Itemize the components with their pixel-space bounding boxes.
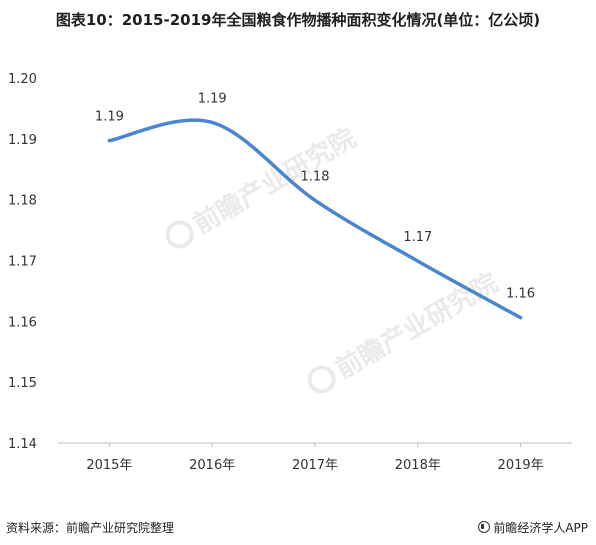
- y-axis: 1.20 1.19 1.18 1.17 1.16 1.15 1.14: [8, 72, 37, 452]
- chart-title: 图表10：2015-2019年全国粮食作物播种面积变化情况(单位：亿公顷): [55, 11, 541, 29]
- source-note: 资料来源：前瞻产业研究院整理: [6, 521, 175, 535]
- x-axis: 2015年 2016年 2017年 2018年 2019年: [58, 442, 572, 473]
- y-tick-label: 1.14: [8, 437, 37, 452]
- data-label: 1.19: [198, 91, 227, 106]
- line-chart: 1.201.191.181.171.161.151.14 2015年 2016年 2…: [8, 72, 572, 473]
- brand-text: 前瞻经济学人APP: [493, 521, 588, 535]
- data-label: 1.17: [403, 230, 432, 245]
- data-label: 1.19: [95, 110, 124, 125]
- brand-logo-icon: [478, 521, 491, 533]
- series: [107, 118, 523, 320]
- x-tick-label: 2015年: [86, 458, 132, 473]
- series-line: [107, 118, 523, 320]
- x-tick-label: 2016年: [189, 458, 235, 473]
- y-tick-label: 1.19: [8, 133, 37, 148]
- y-tick-label: 1.16: [8, 315, 37, 330]
- data-label: 1.16: [506, 287, 535, 302]
- data-labels: 1.19 1.19 1.18 1.17 1.16: [95, 91, 535, 301]
- y-tick-label: 1.18: [8, 194, 37, 209]
- y-tick-label: 1.20: [8, 72, 37, 87]
- x-tick-label: 2018年: [395, 458, 441, 473]
- brand-credit: 前瞻经济学人APP: [478, 519, 588, 536]
- x-tick-label: 2019年: [498, 458, 544, 473]
- y-tick-label: 1.17: [8, 255, 37, 270]
- x-tick-label: 2017年: [292, 458, 338, 473]
- data-label: 1.18: [301, 169, 330, 184]
- y-tick-label: 1.15: [8, 376, 37, 391]
